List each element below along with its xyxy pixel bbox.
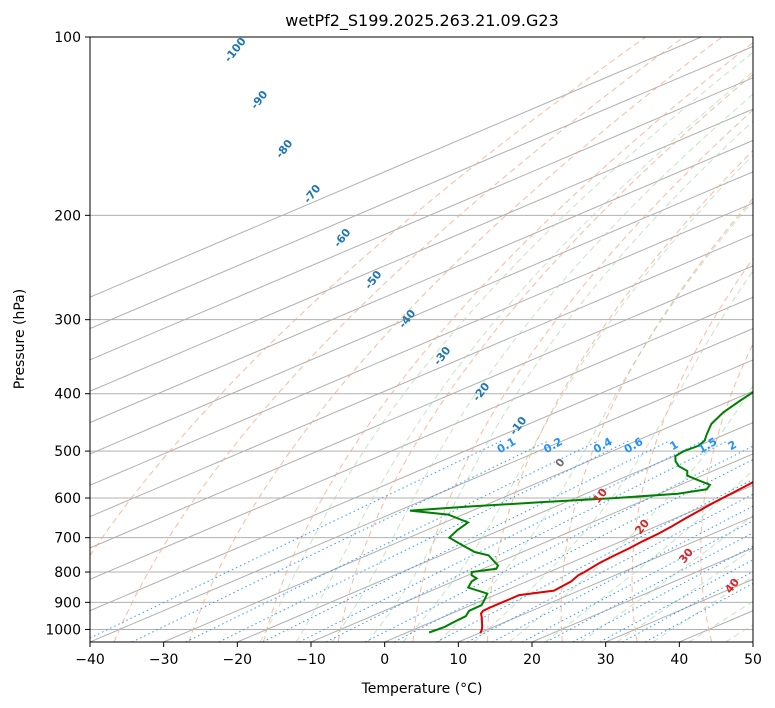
mixing-ratio-line <box>467 493 753 642</box>
isotherm-line <box>90 108 753 392</box>
moist-adiabat-line <box>367 120 753 642</box>
y-tick-label: 700 <box>54 531 81 547</box>
dry-adiabat-line <box>113 37 685 642</box>
moist-adiabat-line <box>580 514 753 642</box>
y-tick-label: 1000 <box>45 622 81 638</box>
x-tick-label: −20 <box>223 652 253 668</box>
isotherm-line <box>90 45 753 330</box>
chart-title: wetPf2_S199.2025.263.21.09.G23 <box>285 11 559 31</box>
x-tick-label: 0 <box>380 652 389 668</box>
y-tick-label: 800 <box>54 565 81 581</box>
isotherm-line <box>90 139 753 424</box>
mixing-ratio-line <box>644 582 753 642</box>
dry-adiabat-line <box>263 41 753 642</box>
moist-adiabat-line <box>402 154 753 642</box>
x-tick-label: −10 <box>296 652 326 668</box>
isotherm-line <box>90 77 753 361</box>
x-tick-label: −40 <box>75 652 105 668</box>
isotherm-line <box>90 327 753 612</box>
isotherm-line <box>90 233 753 518</box>
moist-adiabat-line <box>544 469 753 642</box>
mixing-ratio-line <box>185 440 599 642</box>
isotherm-line <box>163 390 753 642</box>
x-tick-label: 40 <box>670 652 688 668</box>
dry-adiabat-line <box>631 257 753 642</box>
mixing-ratio-line <box>492 505 753 642</box>
moist-adiabat-line <box>438 200 753 642</box>
y-tick-label: 100 <box>54 30 81 46</box>
plot-frame <box>89 36 754 643</box>
mixing-ratio-line <box>131 440 550 642</box>
y-tick-label: 300 <box>54 313 81 329</box>
x-tick-label: 30 <box>597 652 615 668</box>
moist-adiabat-line <box>509 384 753 642</box>
y-tick-label: 500 <box>54 444 81 460</box>
y-tick-label: 900 <box>54 595 81 611</box>
isotherm-line <box>90 37 702 298</box>
isotherm-line <box>90 265 753 549</box>
x-tick-label: 20 <box>523 652 541 668</box>
temperature-profile-line <box>479 480 753 634</box>
y-tick-label: 600 <box>54 491 81 507</box>
isotherm-line <box>237 422 753 642</box>
isotherm-line <box>384 484 753 642</box>
x-axis-title: Temperature (°C) <box>361 681 483 697</box>
moist-adiabat-line <box>259 51 753 642</box>
isotherm-line <box>90 202 753 486</box>
x-tick-label: 10 <box>449 652 467 668</box>
y-tick-label: 200 <box>54 208 81 224</box>
moist-adiabat-line <box>616 548 753 642</box>
mixing-ratio-line <box>325 440 729 642</box>
y-tick-label: 400 <box>54 387 81 403</box>
dry-adiabat-line <box>337 73 753 642</box>
moist-adiabat-line <box>473 270 753 642</box>
mixing-ratio-line <box>365 445 753 642</box>
x-tick-label: −30 <box>149 652 179 668</box>
moist-adiabat-line <box>295 71 753 642</box>
x-tick-label: 50 <box>744 652 762 668</box>
y-axis-title: Pressure (hPa) <box>12 289 28 389</box>
mixing-ratio-line <box>262 440 671 642</box>
dewpoint-profile-line <box>409 391 753 634</box>
mixing-ratio-line <box>298 440 704 642</box>
isotherm-line <box>458 516 753 642</box>
isotherm-line <box>90 359 753 642</box>
isotherm-line <box>90 171 753 455</box>
dry-adiabat-line <box>700 342 753 642</box>
isotherm-line <box>90 296 753 580</box>
isotherm-line <box>310 453 753 642</box>
dry-adiabat-line <box>412 109 753 642</box>
dry-adiabat-line <box>188 37 723 642</box>
mixing-ratio-line <box>599 559 753 642</box>
mixing-ratio-line <box>218 440 630 642</box>
